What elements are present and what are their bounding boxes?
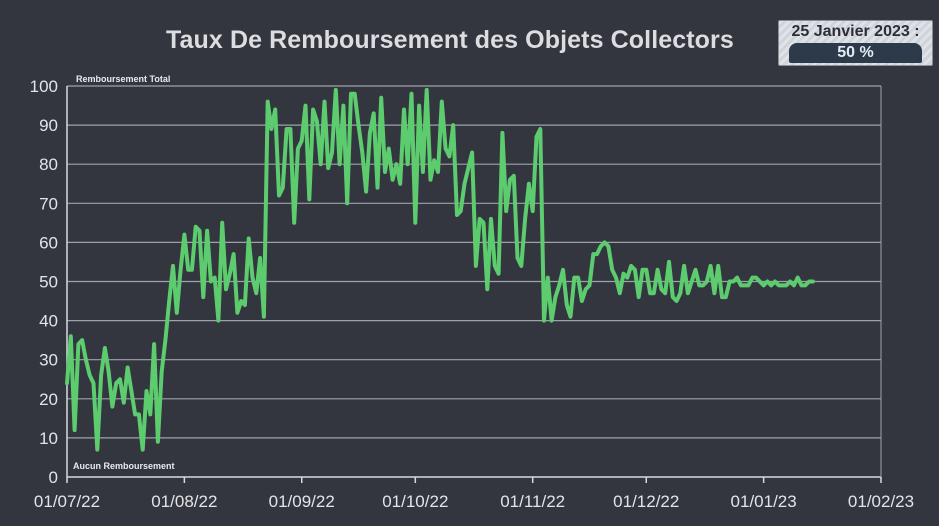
y-tick-label-0: 0	[49, 468, 58, 487]
badge-date: 25 Janvier 2023 :	[791, 23, 920, 40]
x-tick-label-1: 01/08/22	[151, 492, 217, 511]
x-tick-label-0: 01/07/22	[34, 492, 100, 511]
x-tick-label-6: 01/01/23	[731, 492, 797, 511]
x-tick-label-2: 01/09/22	[269, 492, 335, 511]
y-tick-label-50: 50	[39, 273, 58, 292]
date-badge: 25 Janvier 2023 : 50 %	[778, 20, 933, 66]
axes	[66, 86, 882, 483]
y-tick-label-100: 100	[30, 77, 58, 96]
x-tick-label-7: 01/02/23	[848, 492, 914, 511]
y-tick-label-70: 70	[39, 194, 58, 213]
badge-value: 50 %	[789, 43, 922, 63]
y-tick-label-80: 80	[39, 155, 58, 174]
y-tick-label-90: 90	[39, 116, 58, 135]
annotation-total-refund: Remboursement Total	[76, 74, 170, 84]
series-line-refund-rate	[65, 87, 815, 452]
tick-labels: 0 10 20 30 40 50 60 70 80 90 100 01/07/22 01/08/22 01…	[30, 77, 914, 511]
x-tick-label-5: 01/12/22	[613, 492, 679, 511]
annotation-no-refund: Aucun Remboursement	[73, 461, 175, 471]
y-tick-label-60: 60	[39, 233, 58, 252]
y-tick-label-40: 40	[39, 312, 58, 331]
y-tick-label-20: 20	[39, 390, 58, 409]
y-tick-label-30: 30	[39, 351, 58, 370]
x-tick-label-3: 01/10/22	[382, 492, 448, 511]
series-layer	[65, 87, 815, 452]
y-tick-label-10: 10	[39, 429, 58, 448]
chart-title: Taux De Remboursement des Objets Collect…	[166, 26, 734, 54]
x-tick-label-4: 01/11/22	[500, 492, 565, 511]
